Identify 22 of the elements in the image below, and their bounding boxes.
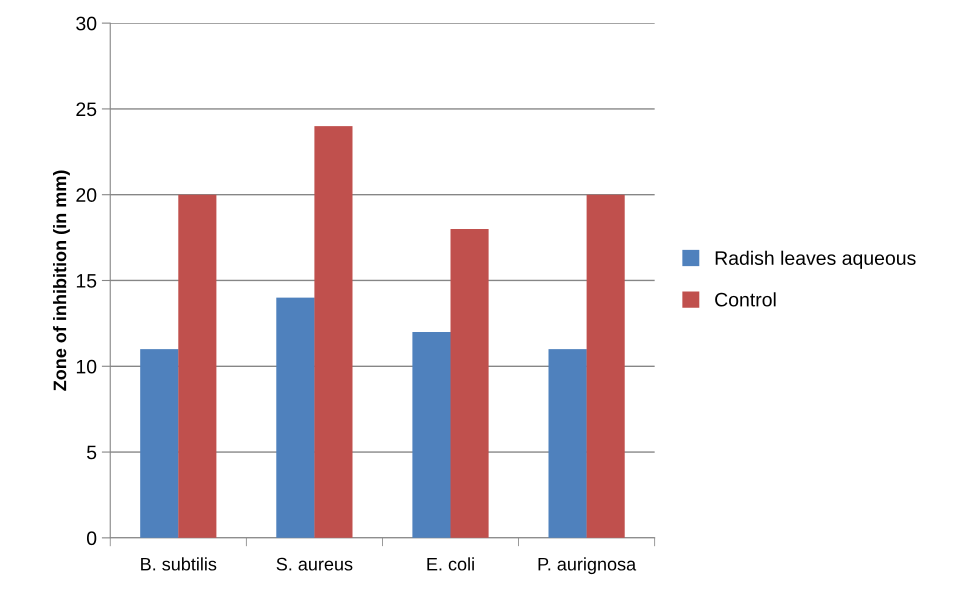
x-tick-label: S. aureus <box>276 558 352 571</box>
y-tick-label: 5 <box>87 446 96 460</box>
x-tick-label: B. subtilis <box>141 557 216 571</box>
y-tick-label: 20 <box>76 188 96 202</box>
bar <box>276 298 314 538</box>
y-tick-label: 25 <box>76 102 96 116</box>
y-tick-label: 10 <box>76 360 96 374</box>
legend-label: Radish leaves aqueous <box>716 250 916 269</box>
bar <box>140 349 178 538</box>
legend-label: Control <box>715 292 776 307</box>
bar <box>548 349 587 538</box>
x-tick-label: E. coli <box>427 557 474 571</box>
y-tick-label: 0 <box>86 531 96 546</box>
bar <box>412 332 450 538</box>
y-tick-label: 15 <box>76 274 96 288</box>
y-axis-title: Zone of inhibition (in mm) <box>53 170 70 391</box>
x-tick-label: P. aurignosa <box>538 557 636 574</box>
bar <box>586 194 625 538</box>
y-tick-label: 30 <box>76 16 96 30</box>
bar <box>314 126 353 538</box>
bar <box>450 229 489 538</box>
bar <box>178 194 216 538</box>
